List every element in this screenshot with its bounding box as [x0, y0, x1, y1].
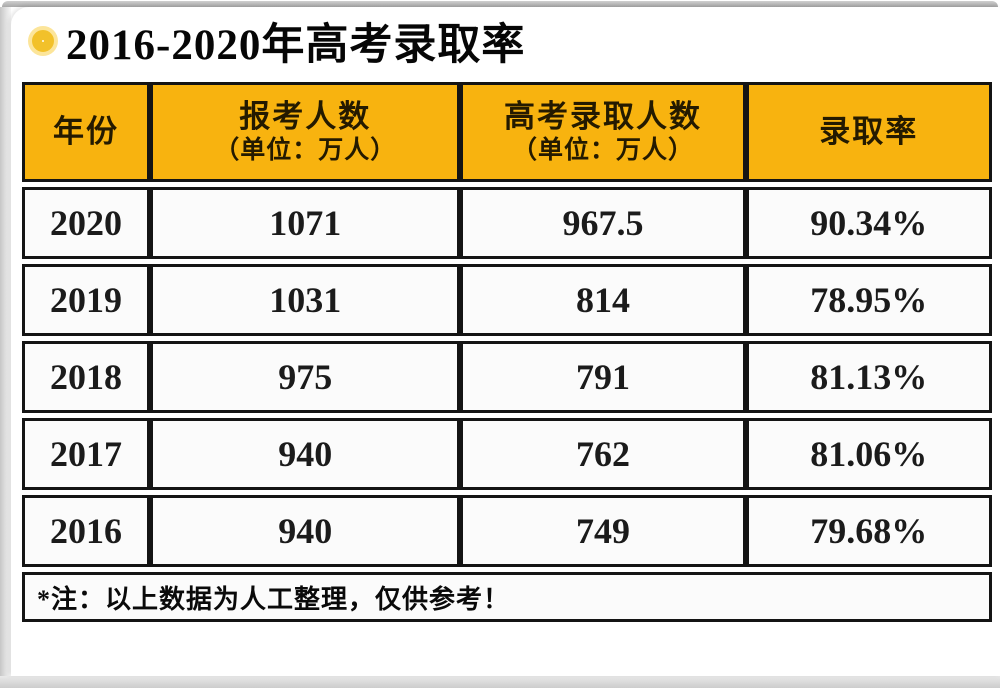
- table-header-row: 年份 报考人数 （单位：万人） 高考录取人数 （单位：万人） 录取率: [22, 82, 992, 182]
- cell-admitted: 814: [460, 264, 746, 336]
- cell-rate: 81.06%: [745, 418, 992, 490]
- table-row-2019: 2019 1031 814 78.95%: [22, 264, 992, 336]
- table-row-2016: 2016 940 749 79.68%: [22, 495, 992, 567]
- cell-admitted: 967.5: [460, 187, 746, 259]
- cell-applicants: 940: [150, 418, 461, 490]
- header-admitted-label: 高考录取人数: [504, 98, 702, 134]
- left-gutter: [0, 7, 11, 688]
- header-admitted-unit: （单位：万人）: [512, 137, 695, 165]
- cell-applicants: 1071: [150, 187, 461, 259]
- content-card: 2016-2020年高考录取率 年份 报考人数 （单位：万人） 高考录取人数 （…: [11, 7, 1000, 676]
- header-rate: 录取率: [745, 82, 992, 182]
- header-admitted: 高考录取人数 （单位：万人）: [460, 82, 746, 182]
- window-top-edge: [2, 1, 998, 7]
- table-row-2020: 2020 1071 967.5 90.34%: [22, 187, 992, 259]
- cell-admitted: 762: [460, 418, 746, 490]
- header-applicants-label: 报考人数: [239, 98, 372, 134]
- table-row-2017: 2017 940 762 81.06%: [22, 418, 992, 490]
- bottom-edge: [0, 676, 1000, 688]
- cell-rate: 81.13%: [745, 341, 992, 413]
- cell-applicants: 1031: [150, 264, 461, 336]
- cell-year: 2016: [22, 495, 151, 567]
- cell-rate: 78.95%: [745, 264, 992, 336]
- header-applicants-unit: （单位：万人）: [214, 137, 397, 165]
- cell-year: 2019: [22, 264, 151, 336]
- admission-rate-table: 年份 报考人数 （单位：万人） 高考录取人数 （单位：万人） 录取率 2020 …: [22, 77, 992, 627]
- table-row-2018: 2018 975 791 81.13%: [22, 341, 992, 413]
- header-rate-label: 录取率: [819, 113, 919, 149]
- cell-year: 2017: [22, 418, 151, 490]
- header-year: 年份: [22, 82, 151, 182]
- cell-rate: 79.68%: [745, 495, 992, 567]
- cell-admitted: 791: [460, 341, 746, 413]
- table-note: *注：以上数据为人工整理，仅供参考！: [22, 572, 992, 622]
- header-applicants: 报考人数 （单位：万人）: [150, 82, 461, 182]
- page-title: 2016-2020年高考录取率: [66, 22, 526, 69]
- header-year-label: 年份: [53, 113, 120, 149]
- cell-rate: 90.34%: [745, 187, 992, 259]
- page-title-row: 2016-2020年高考录取率: [27, 15, 1000, 69]
- table-note-row: *注：以上数据为人工整理，仅供参考！: [22, 572, 992, 622]
- cell-admitted: 749: [460, 495, 746, 567]
- cell-applicants: 975: [150, 341, 461, 413]
- cell-applicants: 940: [150, 495, 461, 567]
- cell-year: 2018: [22, 341, 151, 413]
- gold-ring-icon: [32, 30, 54, 52]
- cell-year: 2020: [22, 187, 151, 259]
